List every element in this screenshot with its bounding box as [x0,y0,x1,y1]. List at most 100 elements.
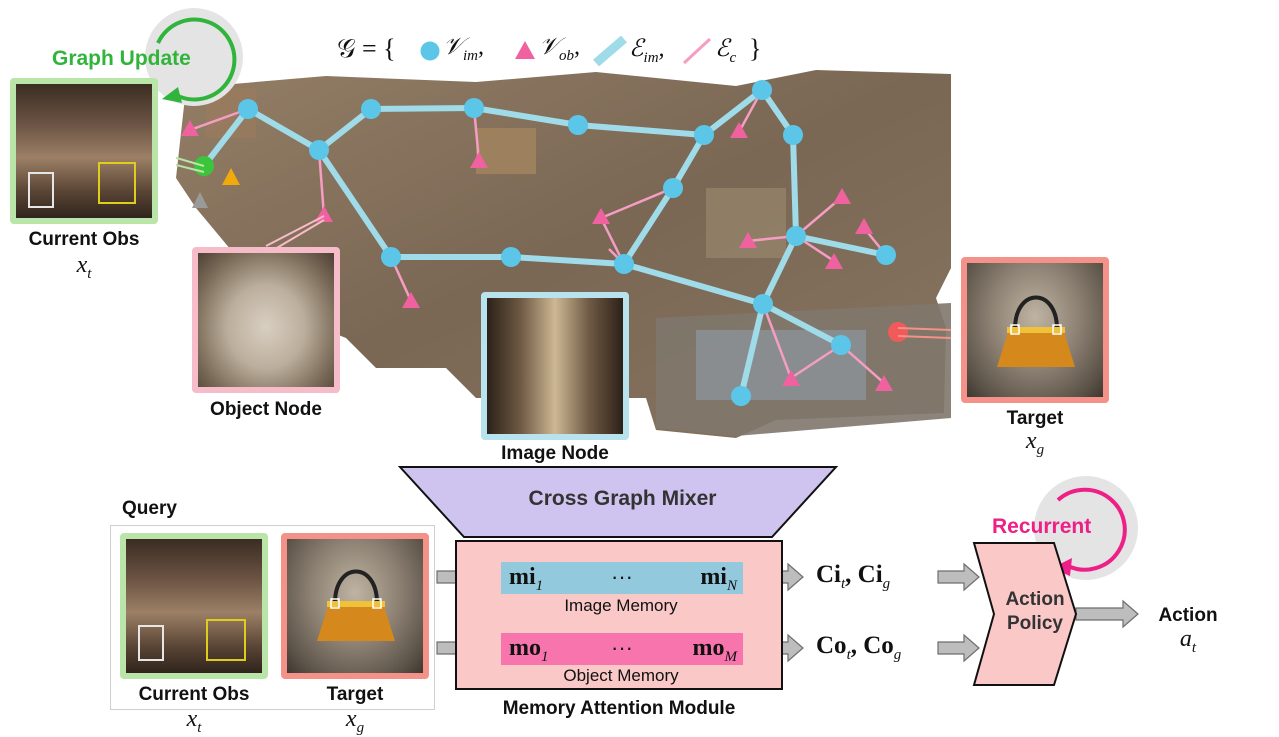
object-node [402,292,420,308]
target-label: Target [1006,408,1064,429]
image-edge [621,261,766,307]
image-node-label: Image Node [501,443,609,464]
target-image [961,257,1109,403]
image-node [238,99,258,119]
cross-graph-mixer [398,466,839,538]
object-node [875,375,893,391]
legend-suffix: } [749,34,762,63]
legend-object-nodes: 𝒱ob, [539,34,580,64]
bbox-yellow [98,162,136,204]
object-node [782,370,800,386]
graph-update-cycle-icon [145,8,243,106]
object-node-legend-icon [515,41,535,59]
image-edge [575,122,707,138]
object-node [833,188,851,204]
image-edge [621,185,676,267]
legend-image-nodes: 𝒱im, [443,34,484,64]
object-output-symbols: Cot, Cog [816,632,902,663]
image-node [309,140,329,160]
arrow-policy-to-action [1075,599,1139,629]
query-obs-image [120,533,268,679]
recurrent-label: Recurrent [992,515,1092,538]
object-memory-dots: ··· [611,635,633,660]
context-edge [189,107,249,132]
object-node-image [192,247,340,393]
memory-attention-module: mi1 ··· miN Image Memory mo1 ··· moM Obj… [455,540,783,690]
image-edge [245,106,322,153]
image-node [752,80,772,100]
query-target-label: Target [326,684,384,705]
object-node [592,208,610,224]
bbox-white [28,172,54,208]
current-obs-image [10,78,158,224]
action-policy-block [972,542,1078,686]
image-edge [760,233,799,307]
image-memory-caption: Image Memory [564,596,678,615]
handbag-icon [317,569,395,641]
query-box [110,525,435,710]
image-node [694,125,714,145]
image-memory-dots: ··· [611,564,633,589]
agent-heading-marker [222,168,240,185]
image-edge-legend-icon [593,36,627,66]
image-node [831,335,851,355]
bbox-white [138,625,164,661]
image-node-legend-icon [420,41,440,61]
image-memory-bar: mi1 ··· miN [501,562,743,594]
image-edge [701,87,765,138]
target-node [888,322,908,342]
image-node [786,226,806,246]
target-leader-lines [897,327,951,339]
image-node [876,245,896,265]
action-label: Action [1158,605,1218,626]
graph-update-label: Graph Update [52,47,191,70]
object-memory-bar: mo1 ··· moM [501,633,743,665]
current-obs-label: Current Obs [28,229,140,250]
image-edges [201,87,889,399]
image-node [731,386,751,406]
image-output-symbols: Cit, Cig [816,561,891,592]
image-node [464,98,484,118]
legend-image-edges: ℰim, [629,36,665,66]
image-nodes [238,80,896,406]
image-edge [670,132,707,191]
current-obs-symbol: xt [76,252,92,282]
object-node [739,232,757,248]
handbag-icon [997,295,1075,367]
object-memory-first: mo1 [509,635,549,665]
target-symbol: xg [1025,428,1045,458]
obs-leader-lines [176,156,205,173]
cross-graph-mixer-label: Cross Graph Mixer [528,487,717,510]
image-edge [201,106,251,169]
object-node [730,122,748,138]
image-node [753,294,773,314]
object-memory-caption: Object Memory [563,666,679,685]
object-node-label: Object Node [210,399,322,420]
image-node [783,125,803,145]
object-nodes [181,120,893,391]
object-leader-lines [265,215,325,253]
query-title: Query [122,498,177,519]
agent-start-marker [192,192,208,208]
object-node [825,253,843,269]
image-node [614,254,634,274]
image-edge [368,105,477,112]
context-edge [600,186,674,220]
context-edge-legend-icon [682,37,712,65]
query-obs-symbol: xt [186,706,202,736]
legend-context-edges: ℰc [715,36,737,66]
image-node-image [481,292,629,440]
image-node [501,247,521,267]
image-edge [790,132,799,239]
image-node [663,178,683,198]
query-target-symbol: xg [345,706,365,736]
context-edge [317,149,326,217]
image-edge [471,105,581,128]
image-memory-first: mi1 [509,564,544,594]
image-edge [508,254,627,267]
object-memory-last: moM [692,635,738,665]
object-node [470,152,488,168]
image-edge [316,147,394,260]
image-edge [760,301,844,348]
image-edge [793,233,889,258]
